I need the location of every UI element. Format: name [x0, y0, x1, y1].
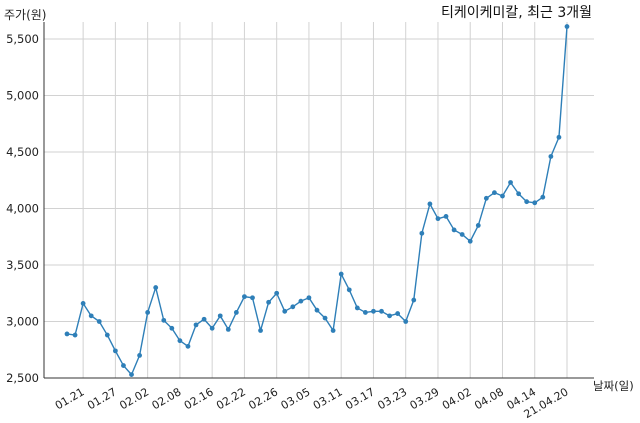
y-tick-label: 5,500 [6, 32, 39, 46]
data-point [290, 304, 296, 310]
data-point [467, 238, 473, 244]
data-point [137, 352, 142, 358]
data-point [104, 332, 110, 338]
data-point [145, 310, 151, 315]
data-point [306, 295, 312, 301]
data-point [516, 191, 522, 197]
data-point [451, 227, 457, 233]
data-point [354, 305, 360, 311]
data-point [209, 325, 215, 331]
x-tick-label: 01.21 [53, 385, 87, 412]
x-tick-label: 03.29 [408, 385, 442, 412]
x-tick-label: 04.08 [472, 385, 506, 412]
data-point [443, 213, 449, 219]
y-tick-label: 5,000 [6, 88, 39, 102]
data-point [475, 223, 481, 228]
data-point [524, 199, 530, 205]
x-tick-labels: 01.2101.2702.0202.0802.1602.2202.2603.05… [53, 385, 571, 421]
data-point [233, 310, 239, 315]
data-point [314, 307, 320, 313]
data-point [193, 322, 199, 328]
data-point [427, 201, 433, 207]
y-tick-label: 4,500 [6, 145, 39, 159]
axes [43, 22, 594, 379]
data-point [161, 317, 167, 323]
data-point [459, 232, 465, 237]
data-point [266, 299, 272, 305]
data-point [483, 195, 489, 201]
data-point [371, 308, 376, 314]
data-point [435, 216, 441, 222]
chart-title: 티케이케미칼, 최근 3개월 [441, 5, 592, 21]
data-point [274, 290, 280, 296]
data-point [362, 310, 368, 315]
data-point [564, 24, 570, 29]
data-point [112, 348, 118, 354]
data-point [338, 271, 344, 277]
data-point [379, 308, 384, 314]
x-tick-label: 03.17 [343, 385, 377, 412]
data-point [540, 194, 546, 200]
data-point [298, 298, 304, 304]
data-point [330, 328, 336, 333]
data-point [64, 331, 70, 337]
y-axis-label: 주가(원) [4, 8, 46, 22]
data-point [346, 287, 352, 293]
x-tick-label: 02.16 [182, 385, 216, 412]
x-tick-label: 02.22 [214, 385, 248, 412]
y-tick-label: 4,000 [6, 201, 39, 215]
data-point [282, 308, 288, 314]
x-tick-label: 01.27 [85, 385, 119, 412]
data-point [492, 190, 497, 196]
data-point [250, 295, 255, 301]
data-point [129, 372, 134, 378]
x-tick-label: 04.02 [440, 385, 474, 412]
data-point [185, 343, 191, 349]
data-point [395, 311, 401, 316]
series [64, 24, 570, 378]
data-point [72, 332, 78, 338]
x-tick-label: 03.11 [311, 385, 345, 412]
data-point [508, 180, 513, 185]
data-point [242, 294, 247, 300]
price-line [66, 26, 568, 376]
data-point [322, 315, 328, 321]
data-point [88, 313, 94, 319]
data-point [121, 363, 126, 368]
x-axis-label: 날짜(일) [593, 379, 634, 393]
data-point [387, 313, 392, 319]
data-point [225, 327, 231, 332]
data-point [403, 319, 409, 324]
x-tick-label: 02.02 [117, 385, 151, 412]
data-point [411, 297, 417, 303]
data-point [532, 200, 538, 206]
y-tick-label: 3,000 [6, 314, 39, 328]
data-point [96, 319, 102, 324]
data-point [177, 338, 183, 344]
data-point [80, 301, 86, 306]
x-tick-label: 02.08 [150, 385, 184, 412]
data-point [556, 134, 562, 140]
x-tick-label: 03.23 [375, 385, 409, 412]
data-point [500, 193, 505, 199]
data-point [548, 154, 554, 159]
y-tick-label: 3,500 [6, 258, 39, 272]
x-tick-label: 02.26 [246, 385, 280, 412]
x-tick-label: 03.05 [279, 385, 313, 412]
y-tick-label: 2,500 [6, 371, 39, 385]
data-point [169, 325, 175, 331]
data-point [217, 313, 223, 319]
data-point [419, 230, 425, 236]
data-point [153, 285, 159, 290]
y-tick-labels: 2,500 3,000 3,500 4,000 4,500 5,000 5,500 [6, 32, 39, 385]
grid [44, 22, 594, 379]
data-point [258, 328, 263, 333]
data-point [201, 316, 207, 322]
